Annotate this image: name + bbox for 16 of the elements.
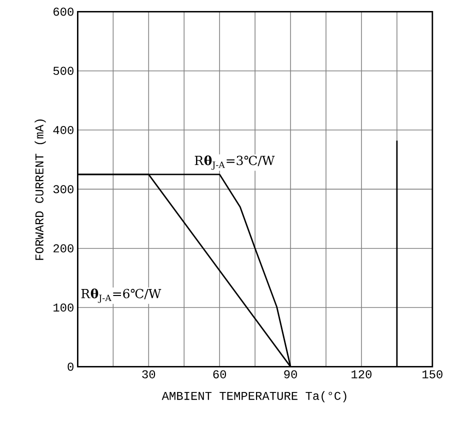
x-tick-label: 120 [352,370,372,378]
annotation: Rθ$_{J-A}$=3℃/W [194,155,275,170]
annotation: Rθ$_{J-A}$=6℃/W [81,288,162,303]
y-axis-title: FORWARD CURRENT (mA) [34,119,46,260]
y-tick-label: 600 [54,8,74,16]
y-tick-label: 500 [53,66,74,75]
x-tick-label: 90 [284,370,297,378]
x-tick-label: 30 [142,370,156,378]
y-tick-label: 400 [53,126,74,134]
x-axis-title: AMBIENT TEMPERATURE Ta(°C) [162,391,346,402]
y-tick-label: 100 [54,303,74,312]
y-tick-label: 300 [53,185,74,194]
y-tick-label: 0 [68,362,74,371]
y-tick-label: 200 [54,244,74,252]
x-tick-label: 60 [213,370,226,378]
x-tick-label: 150 [422,370,442,378]
